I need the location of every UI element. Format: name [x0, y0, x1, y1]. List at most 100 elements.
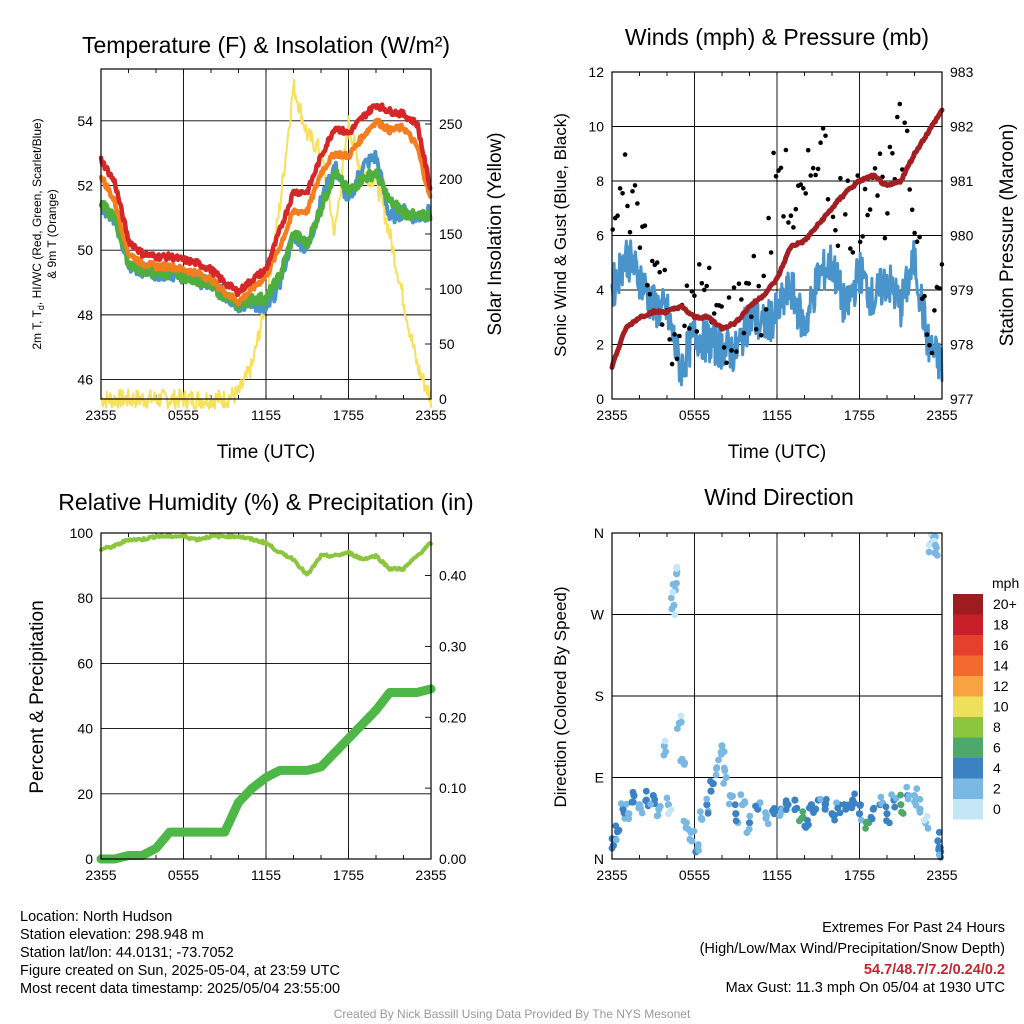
direction-point — [870, 804, 878, 812]
gust-point — [904, 128, 910, 134]
rh-title: Relative Humidity (%) & Precipitation (i… — [58, 489, 473, 515]
gust-point — [768, 250, 774, 255]
temp-right-tick-label: 50 — [439, 336, 455, 352]
temp-right-tick-label: 0 — [439, 391, 447, 407]
gust-point — [689, 289, 695, 294]
legend-swatch — [953, 717, 983, 738]
gust-point — [897, 101, 903, 107]
legend-swatch — [953, 758, 983, 779]
direction-point — [663, 794, 671, 802]
direction-point — [888, 791, 895, 799]
direction-point — [883, 810, 891, 818]
direction-point — [717, 748, 725, 756]
legend-label: 0 — [993, 801, 1001, 817]
gust-point — [937, 286, 942, 291]
gust-point — [862, 186, 868, 192]
gust-point — [805, 147, 811, 153]
direction-point — [669, 581, 677, 588]
rh-right-tick-label: 0.10 — [439, 780, 466, 796]
direction-point — [817, 795, 824, 803]
direction-point — [924, 824, 932, 832]
gust-point — [702, 287, 707, 293]
extremes-info: Extremes For Past 24 Hours (High/Low/Max… — [700, 919, 1005, 997]
legend-swatch — [953, 594, 983, 615]
direction-point — [668, 605, 676, 613]
x-tick-label: 1155 — [251, 867, 281, 883]
wind-right-tick-label: 982 — [950, 119, 974, 135]
direction-point — [727, 793, 735, 801]
direction-point — [897, 791, 904, 799]
series-relative-humidity — [99, 533, 433, 577]
wind-left-tick-label: 2 — [596, 337, 604, 353]
gust-point — [890, 151, 895, 156]
gust-point — [763, 307, 769, 312]
legend-swatch — [953, 655, 983, 676]
gust-point — [610, 227, 615, 232]
gust-point — [820, 126, 826, 131]
legend-label: 8 — [993, 719, 1001, 735]
gust-point — [724, 360, 729, 366]
wind-right-tick-label: 981 — [950, 173, 974, 189]
dir-title: Wind Direction — [704, 484, 854, 510]
wind-right-tick-label: 978 — [950, 337, 974, 353]
direction-point — [667, 806, 675, 813]
wind-left-tick-label: 0 — [596, 391, 604, 407]
wind-ylabel-right: Station Pressure (Maroon) — [997, 124, 1018, 347]
direction-point — [720, 780, 727, 787]
wind-left-tick-label: 10 — [588, 119, 604, 135]
x-tick-label: 2355 — [596, 407, 627, 423]
gust-point — [654, 260, 660, 265]
gust-point — [843, 212, 848, 217]
direction-point — [934, 837, 942, 845]
direction-point — [831, 816, 838, 824]
direction-point — [925, 548, 933, 556]
temp-left-tick-label: 46 — [77, 372, 93, 388]
gust-point — [697, 262, 702, 267]
direction-point — [933, 552, 941, 559]
gust-point — [657, 269, 662, 275]
direction-point — [851, 790, 858, 798]
gust-point — [669, 361, 675, 367]
direction-point — [913, 785, 921, 793]
gust-point — [739, 297, 744, 302]
x-tick-label: 2355 — [596, 867, 627, 883]
rh-ylabel-left: Percent & Precipitation — [27, 600, 48, 793]
direction-point — [799, 808, 807, 815]
gust-point — [801, 186, 806, 191]
direction-point — [821, 805, 829, 813]
gust-point — [758, 333, 764, 338]
gust-point — [917, 234, 922, 240]
temp-left-tick-label: 52 — [77, 177, 93, 193]
gust-point — [810, 165, 816, 171]
direction-point — [629, 788, 637, 796]
direction-point — [805, 804, 813, 812]
legend-label: 4 — [993, 760, 1001, 776]
plot-border — [100, 532, 432, 860]
gust-point — [746, 281, 752, 286]
gust-point — [647, 291, 653, 297]
gust-point — [823, 133, 828, 139]
direction-point — [662, 748, 670, 755]
gust-point — [907, 187, 912, 192]
gust-point — [627, 229, 633, 235]
direction-point — [776, 812, 784, 819]
gust-point — [766, 215, 771, 221]
direction-point — [697, 808, 704, 816]
gust-point — [684, 283, 690, 289]
created-text: Figure created on Sun, 2025-05-04, at 23… — [20, 963, 340, 979]
direction-point — [897, 801, 905, 809]
direction-point — [920, 816, 928, 824]
wind-left-tick-label: 8 — [596, 173, 604, 189]
direction-point — [722, 773, 730, 782]
direction-point — [812, 805, 819, 813]
legend-label: 2 — [993, 781, 1001, 797]
gust-point — [711, 311, 717, 316]
gust-point — [857, 239, 863, 245]
gust-point — [783, 147, 789, 153]
gust-point — [867, 207, 873, 212]
direction-point — [721, 767, 729, 775]
gust-point — [667, 337, 672, 342]
series-station-pressure — [609, 107, 945, 370]
gust-point — [749, 314, 754, 320]
